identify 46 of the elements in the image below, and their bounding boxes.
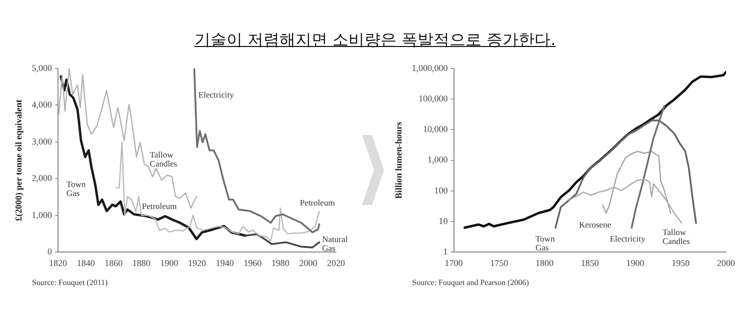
series-label: Electricity	[198, 90, 235, 100]
y-axis-title: £(2000) per tonne oil equivalent	[14, 100, 24, 221]
y-tick-label: 1	[443, 246, 448, 257]
y-tick-label: 1,000	[32, 210, 53, 220]
y-tick-label: 4,000	[32, 100, 53, 110]
series-label: Electricity	[610, 234, 646, 244]
x-tick-label: 1900	[626, 258, 645, 268]
x-tick-label: 1880	[132, 258, 151, 268]
y-tick-label: 0	[48, 246, 53, 257]
y-tick-label: 1,000,000	[412, 62, 448, 73]
text: Petroleum	[300, 197, 335, 208]
x-tick-label: 1750	[490, 258, 509, 268]
y-axis-title: Billion lumen-hours	[394, 121, 404, 199]
x-tick-label: 1940	[216, 258, 234, 268]
source-note: Source: Fouquet and Pearson (2006)	[412, 278, 530, 287]
x-tick-label: 1860	[104, 258, 124, 268]
x-tick-label: 1960	[244, 258, 262, 268]
series-label: Kerosene	[579, 219, 612, 230]
y-tick-label: 2,000	[32, 173, 53, 184]
x-tick-label: 1980	[271, 258, 290, 268]
y-tick-label: 100	[434, 185, 448, 196]
series-label: Tallow Candles	[662, 226, 690, 246]
y-tick-label: 5,000	[32, 62, 53, 73]
x-tick-label: 1820	[49, 258, 68, 268]
x-tick-label: 1850	[580, 258, 600, 268]
x-tick-label: 2020	[327, 258, 346, 268]
y-tick-label: 1,000	[428, 154, 448, 165]
x-tick-label: 1800	[536, 258, 554, 268]
y-tick-label: 3,000	[32, 136, 53, 146]
x-tick-label: 1920	[188, 258, 207, 268]
x-tick-label: 1700	[444, 258, 464, 268]
x-tick-label: 1900	[160, 258, 179, 268]
source-note: Source: Fouquet (2011)	[32, 278, 109, 287]
text: 기술이 저렴해지면 소비량은 폭발적으로 증가한다.	[194, 30, 556, 49]
x-tick-label: 2000	[299, 258, 318, 268]
series-label: Town Gas	[535, 234, 556, 253]
x-tick-label: 1840	[76, 258, 96, 268]
y-tick-label: 10,000	[423, 124, 448, 134]
series-label: Town Gas	[66, 179, 86, 198]
y-tick-label: 10	[438, 216, 448, 226]
x-tick-label: 1950	[672, 258, 690, 268]
series-label: Natural Gas	[322, 234, 348, 254]
series-label: Tallow Candles	[150, 150, 178, 169]
y-tick-label: 100,000	[418, 93, 448, 104]
series-label: Petroleum	[142, 201, 178, 212]
x-tick-label: 2000	[717, 258, 736, 268]
